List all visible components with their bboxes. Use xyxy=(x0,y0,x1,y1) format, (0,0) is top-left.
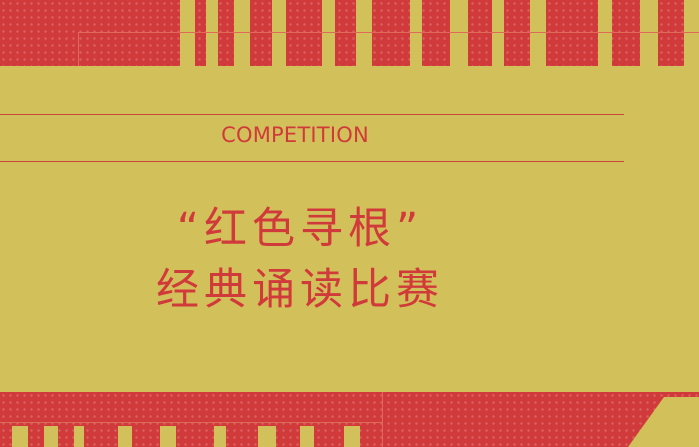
top-stripe xyxy=(180,0,195,66)
bottom-stripe xyxy=(160,426,176,447)
top-stripe xyxy=(356,0,372,66)
bottom-stripe xyxy=(300,426,314,447)
bottom-stripe xyxy=(258,426,276,447)
competition-label: COMPETITION xyxy=(221,123,369,147)
bottom-frame-line xyxy=(0,422,383,423)
top-decorative-band xyxy=(0,0,699,66)
top-stripe xyxy=(492,0,504,66)
top-stripe xyxy=(530,0,546,66)
main-panel xyxy=(0,66,699,393)
bottom-stripe xyxy=(12,426,28,447)
bottom-frame-line xyxy=(382,392,383,447)
top-stripe xyxy=(684,0,699,66)
top-stripe xyxy=(598,0,612,66)
top-stripe xyxy=(410,0,422,66)
bottom-stripe xyxy=(344,426,360,447)
top-stripe xyxy=(272,0,286,66)
title-line-2: 经典诵读比赛 xyxy=(156,265,444,315)
top-stripe xyxy=(322,0,335,66)
top-frame-line xyxy=(78,32,699,33)
lower-rule xyxy=(0,161,624,162)
top-stripe xyxy=(234,0,250,66)
bottom-stripe xyxy=(214,426,226,447)
upper-rule xyxy=(0,114,624,115)
top-stripe xyxy=(450,0,468,66)
bottom-decorative-band xyxy=(0,392,699,447)
top-frame-line xyxy=(78,32,79,66)
title-line-1: “红色寻根” xyxy=(176,204,424,254)
bottom-stripe xyxy=(118,426,132,447)
bottom-stripe xyxy=(74,426,84,447)
top-stripe xyxy=(206,0,218,66)
top-stripe xyxy=(640,0,658,66)
bottom-stripe xyxy=(44,426,58,447)
